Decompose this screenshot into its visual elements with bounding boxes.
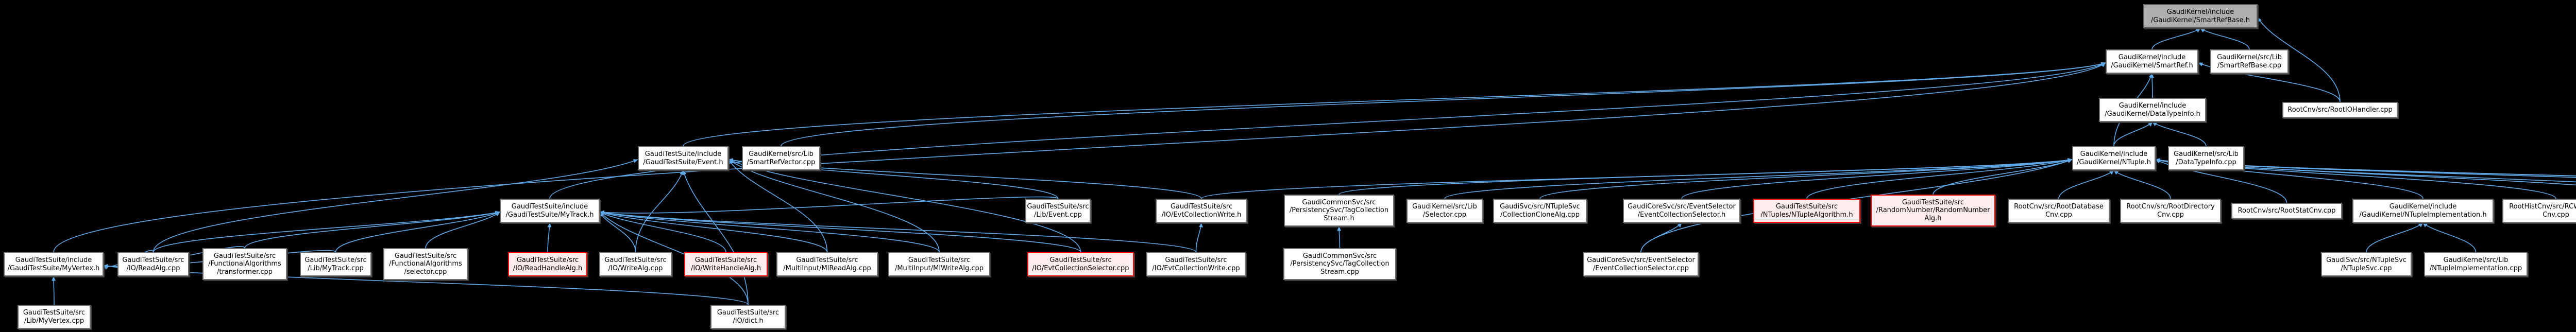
include-edge-randomalg_h-to-ntuple_h [1933,159,2073,195]
graph-node-selector_cpp[interactable]: GaudiKernel/src/Lib /Selector.cpp [1406,199,1483,223]
graph-node-rcwntuplecnv_cpp[interactable]: RootHistCnv/src/RCWNTuple Cnv.cpp [2502,199,2576,223]
include-edge-ntuple_h-to-datatypeinfo_h [2113,121,2153,147]
graph-node-rootstatcnv_cpp[interactable]: RootCnv/src/RootStatCnv.cpp [2231,203,2342,219]
include-edge-collclone_cpp-to-ntuple_h [1539,158,2073,199]
graph-node-smartref_h[interactable]: GaudiKernel/include /GaudiKernel/SmartRe… [2106,49,2198,74]
graph-node-ntuplesvc_cpp[interactable]: GaudiSvc/src/NTupleSvc /NTupleSvc.cpp [2321,252,2412,276]
include-edge-event_h-to-smartref_h [683,62,2106,147]
include-edge-writealg_cpp-to-event_h [635,170,684,253]
graph-node-smartrefvector_cpp[interactable]: GaudiKernel/src/Lib /SmartRefVector.cpp [742,146,820,170]
graph-node-evtcollwrite_h[interactable]: GaudiTestSuite/src /IO/EvtCollectionWrit… [1156,199,1247,223]
include-edge-rootiohandler-to-root [2257,17,2341,102]
graph-node-evtcollwrite_cpp[interactable]: GaudiTestSuite/src /IO/EvtCollectionWrit… [1146,252,1246,276]
graph-node-evtcollsel_h[interactable]: GaudiCoreSvc/src/EventSelector /EventCol… [1623,199,1740,223]
graph-node-datatypeinfo_h[interactable]: GaudiKernel/include /GaudiKernel/DataTyp… [2099,98,2206,122]
graph-node-smartrefbase_cpp[interactable]: GaudiKernel/src/Lib /SmartRefBase.cpp [2210,49,2289,74]
graph-node-ntupleimpl_h[interactable]: GaudiKernel/include /GaudiKernel/NTupleI… [2352,199,2494,223]
graph-node-rootiohandler[interactable]: RootCnv/src/RootIOHandler.cpp [2282,102,2398,118]
include-edge-myvertex_h-to-smartref_h [53,62,2106,253]
graph-node-tagcollstream_cpp[interactable]: GaudiCommonSvc/src /PersistencySvc/TagCo… [1283,248,1396,280]
include-edge-smartref_h-to-root [2151,28,2201,50]
include-edge-readalg_cpp-to-mytrack_h [152,211,500,253]
graph-node-writehandlealg_h[interactable]: GaudiTestSuite/src /IO/WriteHandleAlg.h [684,252,768,276]
graph-node-dict_h[interactable]: GaudiTestSuite/src /IO/dict.h [710,305,786,329]
graph-node-rootdircnv_cpp2[interactable]: RootCnv/src/RootDirectory Cnv.cpp [2120,199,2221,223]
graph-node-readalg_cpp[interactable]: GaudiTestSuite/src /IO/ReadAlg.cpp [117,252,189,276]
graph-node-mytrack_h[interactable]: GaudiTestSuite/include /GaudiTestSuite/M… [500,199,600,223]
include-edge-dict_h-to-event_h [682,170,749,305]
graph-node-myvertex_cpp[interactable]: GaudiTestSuite/src /Lib/MyVertex.cpp [18,305,91,329]
include-edge-mireadalg_cpp-to-event_h [728,159,828,253]
include-edge-evtcollsel_cpp-to-mytrack_h [599,211,1081,253]
include-edge-tagcollstream_cpp-to-tagcollstream_h [1337,226,1342,249]
graph-node-transformer_cpp[interactable]: GaudiTestSuite/src /FunctionalAlgorithms… [202,248,287,280]
graph-node-datatypeinfo_cpp[interactable]: GaudiKernel/src/Lib /DataTypeInfo.cpp [2168,146,2244,170]
include-edge-evtcollsel_cpp-to-event_h [728,159,1081,253]
include-edge-selector_fa_cpp-to-mytrack_h [425,212,500,249]
graph-node-ntuple_h[interactable]: GaudiKernel/include /GaudiKernel/NTuple.… [2072,146,2156,170]
graph-node-tagcollstream_h[interactable]: GaudiCommonSvc/src /PersistencySvc/TagCo… [1284,195,1394,226]
include-edge-evtcollsel_h-to-ntuple_h [1681,158,2073,199]
include-edge-datatypeinfo_cpp-to-datatypeinfo_h [2152,121,2207,147]
graph-node-collclone_cpp[interactable]: GaudiSvc/src/NTupleSvc /CollectionCloneA… [1493,199,1587,223]
graph-node-mireadalg_cpp[interactable]: GaudiTestSuite/src /MultiInput/MIReadAlg… [776,252,878,276]
include-edge-ntuplesvc_cpp-to-ntupleimpl_h [2366,222,2424,253]
include-edge-evtcollwrite_cpp-to-mytrack_h [599,211,1197,253]
include-edge-mireadalg_cpp-to-mytrack_h [599,211,828,253]
include-edge-mytrack_h-to-smartref_h [549,62,2106,199]
graph-node-selector_fa_cpp[interactable]: GaudiTestSuite/src /FunctionalAlgorithms… [383,248,468,280]
include-edge-transformer_cpp-to-mytrack_h [244,211,500,249]
graph-node-writealg_cpp[interactable]: GaudiTestSuite/src /IO/WriteAlg.cpp [599,252,672,276]
include-edge-miwritealg_cpp-to-event_h [728,159,940,253]
include-edge-readalg_cpp-to-event_h [152,159,638,253]
include-edge-readhandlealg_h-to-mytrack_h [547,222,552,253]
graph-node-readhandlealg_h[interactable]: GaudiTestSuite/src /IO/ReadHandleAlg.h [508,252,587,276]
graph-node-ntuplealg_h[interactable]: GaudiTestSuite/src /NTuples/NTupleAlgori… [1753,199,1860,223]
include-edge-evtcollwrite_cpp-to-evtcollwrite_h [1195,222,1203,253]
graph-node-evtcollsel2_cpp[interactable]: GaudiCoreSvc/src/EventSelector /EventCol… [1583,252,1699,276]
include-edge-evtcollsel2_cpp-to-evtcollsel_h [1640,222,1682,253]
include-edge-rootdbcnv_cpp-to-ntuple_h [2058,170,2114,199]
graph-node-mytrack_cpp[interactable]: GaudiTestSuite/src /Lib/MyTrack.cpp [300,252,371,276]
include-edge-miwritealg_cpp-to-mytrack_h [599,211,940,253]
include-edge-smartrefvector_cpp-to-smartref_h [781,62,2106,147]
include-edge-smartrefbase_cpp-to-root [2200,28,2250,50]
graph-node-ntupleimpl_cpp[interactable]: GaudiKernel/src/Lib /NTupleImplementatio… [2424,252,2528,276]
include-edge-writehandlealg_h-to-mytrack_h [599,212,726,253]
include-edge-evtcollwrite_h-to-ntuple_h [1201,158,2073,199]
include-edge-tagcollstream_h-to-ntuple_h [1338,158,2073,195]
include-edge-ntuplealg_h-to-ntuple_h [1806,158,2073,199]
graph-node-randomalg_h[interactable]: GaudiTestSuite/src /RandomNumber/RandomN… [1871,195,1995,226]
graph-node-event_h[interactable]: GaudiTestSuite/include /GaudiTestSuite/E… [638,146,728,170]
include-edge-mytrack_cpp-to-mytrack_h [335,212,500,253]
include-edge-ntupleimpl_cpp-to-ntupleimpl_h [2422,222,2477,253]
include-edge-rootntuplecnv_cpp-to-ntuple_h [2155,158,2576,177]
graph-node-rootdbcnv_cpp[interactable]: RootCnv/src/RootDatabase Cnv.cpp [2008,199,2110,223]
graph-node-root[interactable]: GaudiKernel/include /GaudiKernel/SmartRe… [2143,4,2258,28]
include-edge-rootdircnv_cpp2-to-ntuple_h [2113,170,2171,199]
graph-node-myvertex_h[interactable]: GaudiTestSuite/include /GaudiTestSuite/M… [4,252,104,276]
graph-node-miwritealg_cpp[interactable]: GaudiTestSuite/src /MultiInput/MIWriteAl… [888,252,990,276]
include-edge-datatypeinfo_h-to-smartref_h [2150,73,2155,98]
include-edge-event_cpp-to-mytrack_h [599,196,1059,215]
graph-node-evtcollsel_cpp[interactable]: GaudiTestSuite/src /IO/EvtCollectionSele… [1027,252,1134,276]
graph-node-event_cpp[interactable]: GaudiTestSuite/src /Lib/Event.cpp [1025,199,1091,223]
